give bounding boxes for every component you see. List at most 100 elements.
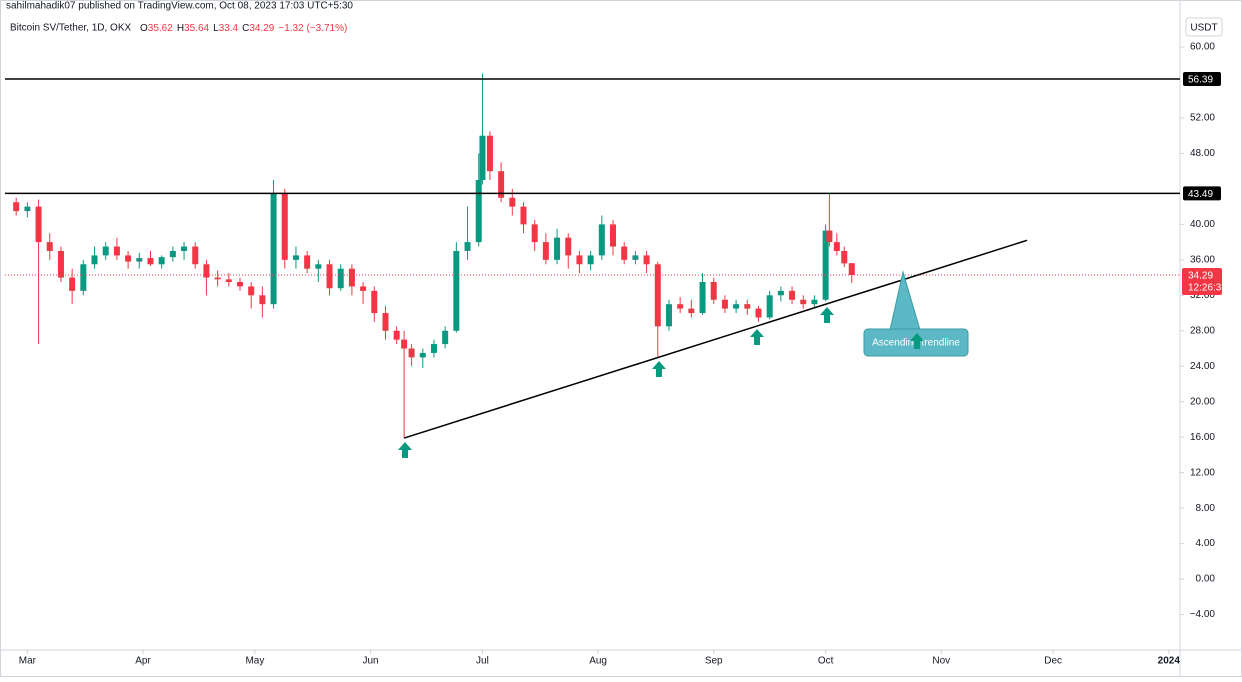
legend: Bitcoin SV/Tether, 1D, OKX O35.62 H35.64 L…: [10, 23, 347, 34]
level-box: [1183, 72, 1221, 87]
symbol: Bitcoin SV/Tether, 1D, OKX: [10, 23, 131, 34]
candle-body: [169, 250, 176, 258]
candle-body: [498, 171, 505, 198]
candle-body: [46, 242, 53, 251]
support-arrow: [910, 333, 924, 349]
x-tick-label: 2024: [1158, 656, 1181, 667]
candle-body: [475, 180, 482, 243]
currency: USDT: [1190, 23, 1217, 34]
support-arrow: [398, 442, 412, 458]
candle-body: [520, 206, 527, 225]
candle-body: [486, 135, 493, 172]
y-tick-label: 40.00: [1190, 219, 1215, 230]
candle-body: [531, 224, 538, 243]
y-tick-label: 24.00: [1190, 361, 1215, 372]
x-tick-label: Sep: [705, 656, 723, 667]
candle-body: [632, 255, 639, 260]
header: sahilmahadik07 published on TradingView.…: [6, 1, 353, 12]
candle-body: [192, 246, 199, 265]
candle-body: [181, 246, 188, 251]
candle-body: [13, 202, 20, 212]
ohlc-letter: C: [242, 23, 249, 34]
y-tick-label: 52.00: [1190, 113, 1215, 124]
x-tick-label: Jun: [362, 656, 378, 667]
candle-body: [841, 250, 848, 264]
ohlc-value: 35.62: [148, 23, 173, 34]
candle-body: [91, 255, 98, 265]
y-tick-label: 48.00: [1190, 148, 1215, 159]
candle-body: [430, 344, 437, 353]
candle-body: [479, 135, 486, 181]
y-tick-label: 4.00: [1196, 538, 1216, 549]
candle-body: [419, 352, 426, 358]
candle-body: [598, 224, 605, 256]
y-tick-label: 16.00: [1190, 432, 1215, 443]
candle-body: [442, 330, 449, 345]
price-box: [1182, 267, 1222, 295]
ohlc-value: 33.4: [219, 23, 239, 34]
x-tick-label: Aug: [589, 656, 607, 667]
candle-body: [848, 263, 855, 275]
ohlc-value: 35.64: [184, 23, 209, 34]
candle-body: [576, 255, 583, 265]
y-tick-label: 32.00: [1190, 290, 1215, 301]
candle-body: [382, 313, 389, 331]
support-arrow: [820, 307, 834, 323]
x-tick-label: Oct: [818, 656, 834, 667]
candle-body: [315, 264, 322, 269]
candle-body: [326, 264, 333, 289]
x-tick-label: Jul: [476, 656, 489, 667]
candle-body: [203, 264, 210, 278]
candle-body: [688, 308, 695, 314]
candle-body: [35, 206, 42, 243]
candle-body: [733, 304, 740, 309]
candle-body: [125, 255, 132, 262]
candle-body: [69, 277, 76, 291]
candle-body: [621, 246, 628, 260]
candle-body: [408, 348, 415, 358]
ohlc-value: 34.29: [249, 23, 274, 34]
candle-body: [643, 255, 650, 265]
y-tick-label: 36.00: [1190, 254, 1215, 265]
candle-body: [710, 282, 717, 300]
candle-body: [654, 264, 661, 327]
candle-body: [755, 308, 762, 318]
candle-body: [102, 246, 109, 256]
candle-body: [360, 286, 367, 291]
candle-body: [248, 286, 255, 296]
candle-body: [270, 193, 277, 305]
candle-body: [826, 230, 833, 243]
candle-body: [337, 268, 344, 289]
x-tick-label: Dec: [1044, 656, 1062, 667]
candle-body: [699, 282, 706, 314]
candle-body: [744, 304, 751, 309]
candle-body: [24, 206, 31, 212]
level-box: [1183, 186, 1221, 201]
candle-body: [542, 242, 549, 260]
candle-body: [57, 250, 64, 278]
candle-body: [371, 290, 378, 314]
candle-body: [777, 290, 784, 296]
candle-body: [158, 257, 165, 265]
candle-body: [822, 230, 829, 300]
support-arrow: [750, 329, 764, 345]
candle-body: [610, 224, 617, 247]
candle-body: [136, 258, 143, 262]
candle-body: [833, 242, 840, 251]
y-tick-label: 8.00: [1196, 503, 1216, 514]
ohlc-letter: L: [213, 23, 219, 34]
y-tick-label: −4.00: [1190, 609, 1216, 620]
currency-box: [1185, 17, 1223, 37]
candle-body: [281, 193, 288, 260]
level-label: 43.49: [1188, 189, 1213, 200]
candle-body: [800, 299, 807, 305]
x-tick-label: Apr: [135, 656, 151, 667]
x-tick-label: Mar: [19, 656, 37, 667]
price-label: 34.29: [1188, 271, 1213, 282]
candle-body: [721, 299, 728, 309]
x-tick-label: Nov: [932, 656, 950, 667]
ohlc: O35.62 H35.64 L33.4 C34.29 −1.32 (−3.71%): [140, 23, 347, 34]
candle-body: [789, 290, 796, 300]
